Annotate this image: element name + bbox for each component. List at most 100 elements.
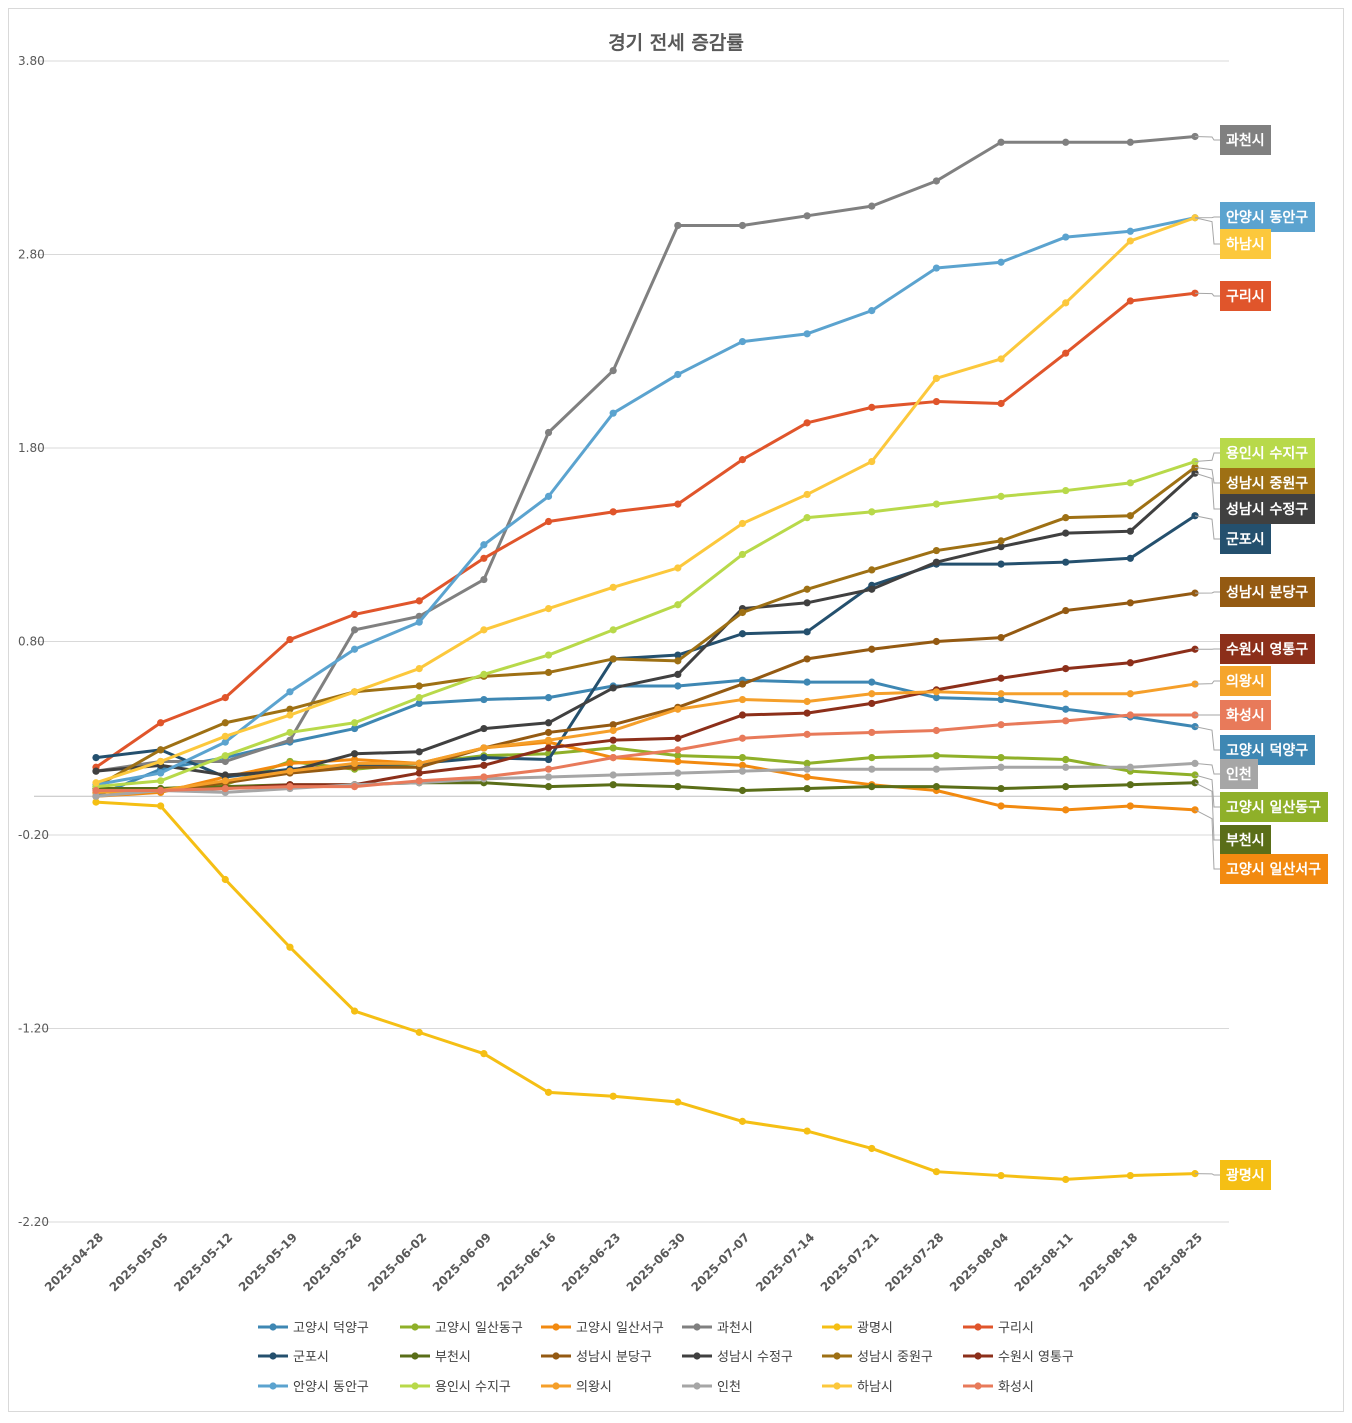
data-point [738, 680, 747, 688]
legend-marker [411, 1323, 419, 1331]
data-point [738, 767, 747, 775]
data-point [997, 1171, 1005, 1180]
data-point [803, 628, 811, 636]
data-point [544, 773, 553, 781]
legend-label: 과천시 [717, 1321, 753, 1336]
end-label: 군포시 [1194, 515, 1271, 554]
legend-item: 광명시 [822, 1321, 893, 1336]
data-point [609, 736, 617, 744]
legend-item: 구리시 [963, 1321, 1034, 1336]
end-label: 안양시 동안구 [1194, 202, 1315, 232]
series-lines [92, 132, 1199, 1184]
data-point [480, 575, 488, 584]
data-point [1062, 529, 1070, 537]
leader-line [1194, 809, 1220, 870]
data-point [803, 212, 811, 220]
data-point [803, 678, 811, 686]
series-line [96, 713, 1195, 792]
end-label: 하남시 [1194, 217, 1271, 259]
data-point [350, 719, 359, 727]
x-axis: 2025-04-28 2025-05-05 2025-05-12 2025-05-19… [42, 1230, 1205, 1294]
data-point [674, 682, 682, 690]
data-point [738, 630, 747, 638]
data-point [674, 757, 682, 766]
legend-label: 성남시 수정구 [717, 1350, 793, 1365]
legend-label: 군포시 [293, 1350, 329, 1365]
legend-label: 인천 [717, 1380, 741, 1395]
end-label-box [1220, 634, 1315, 664]
data-point [868, 585, 876, 593]
data-point [1062, 664, 1070, 673]
data-point [674, 734, 682, 742]
data-point [1126, 763, 1134, 771]
data-point [480, 626, 488, 634]
end-label: 구리시 [1194, 281, 1271, 311]
data-point [1062, 299, 1070, 307]
end-label-box [1220, 825, 1271, 855]
leader-line [1194, 472, 1220, 510]
data-point [1126, 138, 1134, 146]
leader-line [1194, 466, 1220, 484]
legend-label: 고양시 일산동구 [435, 1321, 523, 1336]
data-point [674, 783, 682, 791]
end-label-box [1220, 229, 1271, 259]
data-point [997, 634, 1005, 642]
data-point [157, 757, 165, 766]
data-point [1126, 297, 1134, 305]
data-point [738, 608, 747, 617]
data-point [350, 750, 359, 758]
data-point [415, 682, 423, 690]
data-point [544, 719, 553, 727]
legend-label: 고양시 덕양구 [293, 1321, 369, 1336]
data-point [350, 783, 359, 791]
end-label-box [1220, 792, 1328, 822]
data-point [221, 757, 229, 766]
data-point [738, 695, 747, 704]
data-point [609, 684, 617, 692]
data-point [157, 777, 165, 785]
data-point [803, 1127, 811, 1135]
end-label-box [1220, 854, 1328, 884]
data-point [221, 777, 229, 785]
legend-marker [552, 1382, 560, 1390]
end-label-text: 광명시 [1226, 1167, 1265, 1184]
data-point [1062, 705, 1070, 713]
x-tick-label: 2025-08-25 [1141, 1230, 1205, 1294]
legend-label: 수원시 영통구 [998, 1350, 1074, 1365]
legend-item: 고양시 덕양구 [258, 1321, 369, 1336]
data-point [803, 655, 811, 663]
data-point [286, 688, 294, 696]
legend-item: 고양시 일산동구 [400, 1321, 523, 1336]
data-point [221, 694, 229, 702]
x-tick-label: 2025-08-04 [947, 1230, 1011, 1294]
data-point [1126, 690, 1134, 698]
data-point [803, 697, 811, 706]
legend-marker [552, 1352, 560, 1360]
data-point [868, 457, 876, 466]
x-tick-label: 2025-08-11 [1012, 1230, 1076, 1294]
data-point [609, 583, 617, 591]
legend-label: 의왕시 [576, 1380, 612, 1395]
data-point [544, 1088, 553, 1096]
legend-marker [833, 1352, 841, 1360]
legend-label: 성남시 중원구 [857, 1350, 933, 1365]
data-point [415, 699, 423, 708]
data-point [868, 403, 876, 411]
data-point [157, 746, 165, 754]
data-point [415, 759, 423, 768]
series-line [95, 682, 1196, 794]
data-point [1126, 781, 1134, 789]
data-point [932, 752, 941, 760]
data-point [738, 550, 747, 559]
x-tick-label: 2025-06-16 [494, 1230, 558, 1294]
data-point [544, 694, 553, 702]
legend-marker [833, 1323, 841, 1331]
legend-item: 고양시 일산서구 [541, 1321, 664, 1336]
data-point [738, 761, 747, 769]
leader-line [1194, 135, 1220, 141]
data-point [738, 786, 747, 795]
legend-marker [974, 1352, 982, 1360]
data-point [868, 754, 876, 762]
series-성남시 중원구 [92, 463, 1199, 791]
end-label-box [1220, 759, 1258, 789]
